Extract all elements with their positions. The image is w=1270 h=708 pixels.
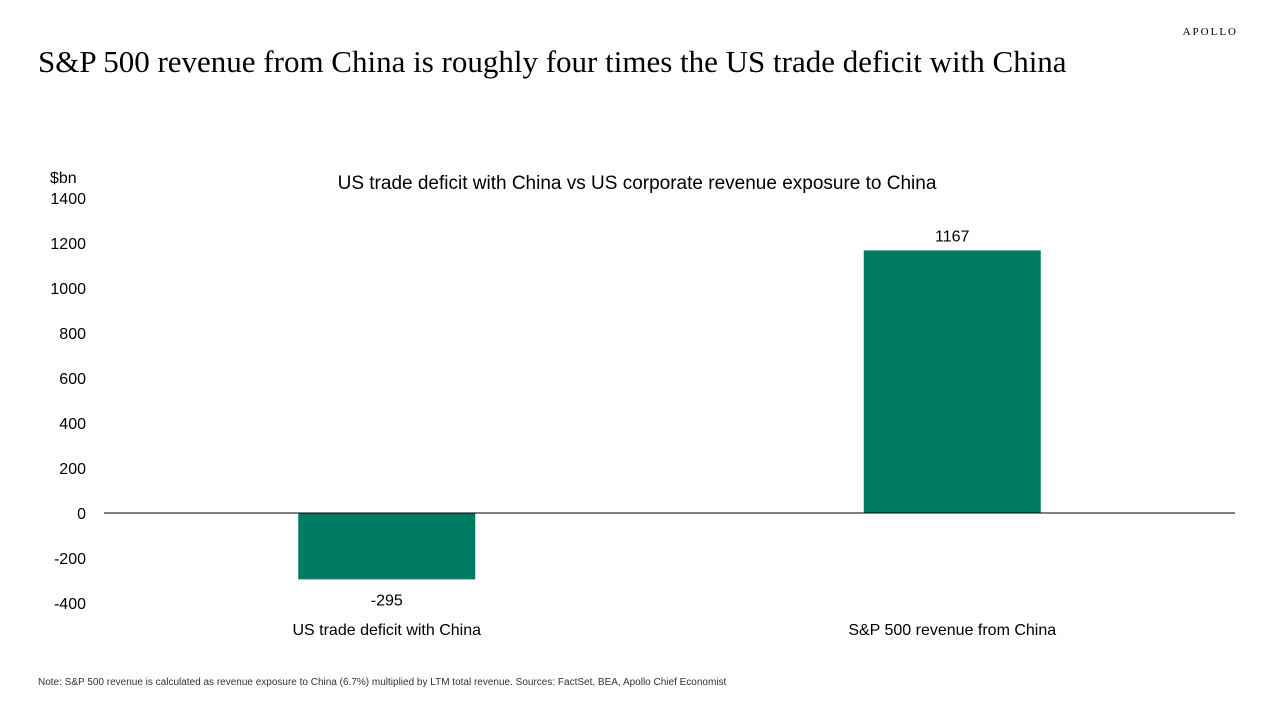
data-labels: -295 1167 <box>371 228 970 609</box>
y-tick-label: -400 <box>54 596 86 613</box>
bar <box>863 250 1041 514</box>
y-tick-label: 400 <box>59 416 86 433</box>
y-tick-label: 1400 <box>50 191 86 208</box>
y-axis-unit-label: $bn <box>50 170 77 187</box>
x-axis-labels: US trade deficit with China S&P 500 reven… <box>292 622 1056 639</box>
x-category-label: US trade deficit with China <box>292 622 481 639</box>
brand-logo: APOLLO <box>1182 26 1238 38</box>
y-tick-label: 600 <box>59 371 86 388</box>
data-label: -295 <box>371 592 403 609</box>
bar <box>298 513 476 580</box>
x-category-label: S&P 500 revenue from China <box>848 622 1056 639</box>
y-tick-label: 200 <box>59 461 86 478</box>
y-tick-label: 0 <box>77 506 86 523</box>
data-label: 1167 <box>935 228 970 245</box>
bars <box>298 250 1041 580</box>
y-tick-label: 1200 <box>50 236 86 253</box>
footnote: Note: S&P 500 revenue is calculated as r… <box>38 677 727 688</box>
page-headline: S&P 500 revenue from China is roughly fo… <box>38 44 1067 79</box>
y-tick-label: 800 <box>59 326 86 343</box>
y-tick-label: -200 <box>54 551 86 568</box>
bar-chart: US trade deficit with China vs US corpor… <box>50 170 1235 639</box>
chart-title: US trade deficit with China vs US corpor… <box>338 173 937 194</box>
y-axis-ticks: 1400 1200 1000 800 600 400 200 0 -200 -400 <box>50 191 86 613</box>
y-tick-label: 1000 <box>50 281 86 298</box>
